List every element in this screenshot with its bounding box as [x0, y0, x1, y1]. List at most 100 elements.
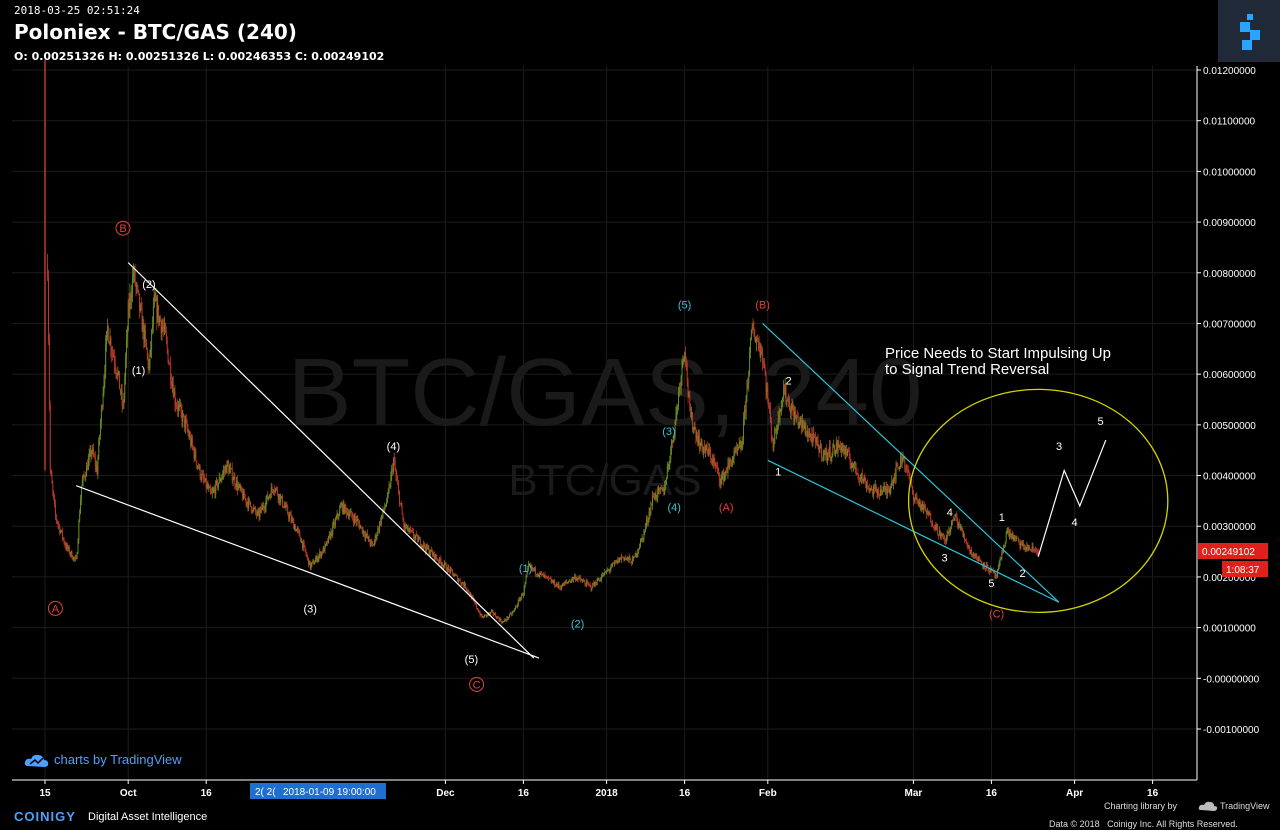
- candle-body: [162, 326, 164, 329]
- candle-body: [102, 392, 104, 408]
- y-tick-label: 0.00700000: [1203, 319, 1256, 330]
- coinigy-logo[interactable]: [1218, 0, 1280, 62]
- candle-body: [357, 519, 359, 521]
- candle-body: [233, 476, 235, 480]
- wave-label: 1: [999, 512, 1005, 524]
- candle-body: [557, 583, 559, 587]
- candle-body: [549, 578, 551, 580]
- candle-body: [395, 470, 397, 476]
- candle-body: [107, 326, 109, 342]
- candle-body: [997, 567, 999, 571]
- candle-body: [741, 447, 743, 448]
- candle-body: [206, 484, 208, 488]
- candle-body: [875, 485, 877, 488]
- watermark-sub: BTC/GAS: [508, 456, 701, 505]
- candle-body: [1021, 543, 1023, 545]
- candle-body: [116, 373, 118, 377]
- candle-body: [749, 352, 751, 375]
- candle-body: [660, 487, 662, 489]
- tradingview-watermark[interactable]: charts by TradingView: [54, 752, 182, 767]
- candle-body: [678, 392, 680, 406]
- candle-body: [564, 582, 566, 584]
- candle-body: [148, 366, 150, 368]
- candle-body: [1036, 551, 1038, 553]
- candle-body: [643, 531, 645, 540]
- candle-body: [839, 444, 841, 447]
- candle-body: [224, 466, 226, 471]
- candle-body: [733, 451, 735, 460]
- x-tick-label: Apr: [1066, 788, 1083, 799]
- candle-body: [245, 498, 247, 504]
- candle-body: [219, 477, 221, 482]
- candle-body: [223, 470, 225, 474]
- wave-label: (3): [303, 603, 316, 615]
- candle-body: [345, 504, 347, 509]
- candle-body: [348, 514, 350, 518]
- candle-body: [329, 534, 331, 539]
- candle-body: [302, 542, 304, 548]
- candle-body: [661, 488, 663, 491]
- candle-body: [540, 571, 542, 574]
- candle-body: [444, 562, 446, 566]
- candle-body: [208, 487, 210, 489]
- x-tick-label: 16: [1147, 788, 1159, 799]
- candle-body: [256, 512, 257, 515]
- candle-body: [388, 486, 390, 492]
- candle-body: [484, 615, 485, 618]
- candle-body: [312, 560, 314, 563]
- candle-body: [674, 422, 676, 438]
- x-tick-label: 16: [201, 788, 213, 799]
- candle-body: [961, 526, 963, 531]
- candle-body: [1023, 543, 1024, 548]
- candle-body: [637, 550, 639, 555]
- candle-body: [377, 528, 379, 535]
- candle-body: [448, 566, 450, 570]
- candle-body: [512, 611, 514, 613]
- candle-body: [90, 450, 92, 457]
- candle-body: [965, 540, 967, 545]
- candle-body: [1018, 539, 1020, 544]
- candle-body: [869, 488, 871, 490]
- candle-body: [727, 462, 729, 473]
- candle-body: [354, 516, 356, 520]
- candle-body: [185, 420, 186, 428]
- tradingview-small-icon: [1198, 801, 1218, 811]
- candle-body: [603, 572, 605, 577]
- candle-body: [622, 556, 624, 558]
- candle-body: [376, 534, 378, 539]
- candle-body: [66, 544, 68, 549]
- candle-body: [600, 579, 602, 581]
- candle-body: [303, 542, 305, 546]
- candle-body: [387, 491, 389, 494]
- candle-body: [239, 484, 241, 489]
- candle-body: [134, 268, 136, 285]
- candle-body: [398, 484, 400, 492]
- candle-body: [710, 451, 712, 460]
- candle-body: [502, 622, 504, 624]
- candle-body: [243, 491, 245, 499]
- candle-body: [297, 528, 299, 530]
- candle-body: [139, 304, 141, 311]
- candle-body: [648, 511, 650, 520]
- candle-body: [631, 563, 633, 565]
- candle-body: [682, 360, 684, 362]
- candle-body: [550, 578, 552, 583]
- candle-body: [923, 505, 925, 511]
- candle-body: [281, 496, 283, 498]
- candle-body: [809, 433, 811, 435]
- candle-body: [380, 521, 381, 525]
- candle-body: [893, 479, 894, 485]
- candle-body: [555, 584, 557, 587]
- candle-body: [943, 534, 945, 539]
- candle-body: [315, 555, 317, 560]
- candle-body: [248, 499, 250, 508]
- candle-body: [487, 614, 489, 615]
- candle-body: [604, 571, 606, 573]
- candle-body: [136, 285, 138, 287]
- candle-body: [165, 324, 166, 333]
- candle-body: [529, 563, 530, 566]
- annotation-line2: to Signal Trend Reversal: [885, 361, 1049, 378]
- candle-body: [453, 575, 455, 577]
- candle-body: [321, 551, 323, 553]
